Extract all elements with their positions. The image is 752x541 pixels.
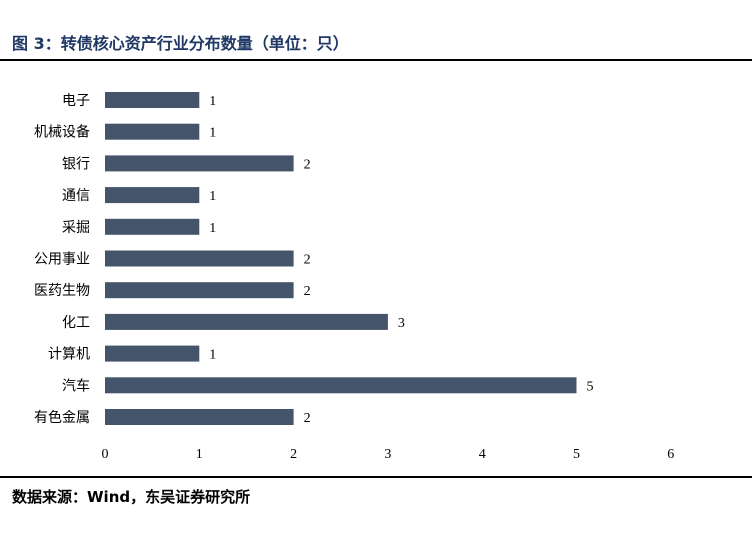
bar <box>105 313 388 330</box>
x-tick-label: 4 <box>479 447 486 462</box>
category-label: 电子 <box>62 93 90 109</box>
value-label: 2 <box>304 157 311 172</box>
bar <box>105 155 294 172</box>
value-label: 1 <box>209 221 216 236</box>
category-label: 有色金属 <box>34 409 90 426</box>
x-tick-label: 1 <box>196 447 203 462</box>
value-label: 2 <box>304 411 311 426</box>
bar <box>105 282 294 299</box>
value-label: 1 <box>209 126 216 141</box>
figure-source: 数据来源：Wind，东吴证券研究所 <box>12 488 251 506</box>
category-label: 化工 <box>62 315 90 331</box>
bar-series <box>105 92 577 425</box>
x-tick-label: 0 <box>102 447 109 462</box>
value-label: 3 <box>398 316 405 331</box>
category-label: 汽车 <box>62 377 90 394</box>
value-label: 1 <box>209 189 216 204</box>
x-tick-label: 2 <box>290 447 297 462</box>
bar <box>105 92 200 108</box>
figure-title: 图 3：转债核心资产行业分布数量（单位：只） <box>12 34 349 53</box>
value-label: 2 <box>304 253 311 268</box>
value-label: 1 <box>209 348 216 363</box>
category-label: 通信 <box>62 188 90 204</box>
bar <box>105 345 200 362</box>
bar <box>105 250 294 267</box>
bar <box>105 377 577 394</box>
x-tick-label: 5 <box>573 447 580 462</box>
value-label: 1 <box>209 94 216 109</box>
x-tick-label: 3 <box>384 447 391 462</box>
bar <box>105 123 200 140</box>
x-tick-label: 6 <box>667 447 674 462</box>
bar <box>105 187 200 204</box>
category-label: 银行 <box>62 156 90 172</box>
category-label: 公用事业 <box>34 252 90 268</box>
value-label: 5 <box>587 379 594 394</box>
category-label: 机械设备 <box>34 124 90 141</box>
category-label: 采掘 <box>62 220 90 236</box>
category-label: 医药生物 <box>34 283 90 299</box>
bottom-rule <box>0 476 752 478</box>
x-axis-tick-labels: 0 1 2 3 4 5 6 <box>102 447 675 462</box>
value-label: 2 <box>304 284 311 299</box>
top-rule <box>0 59 752 61</box>
bar <box>105 409 294 425</box>
value-labels: 1 1 2 1 1 2 2 3 1 5 2 <box>209 94 593 426</box>
category-label: 计算机 <box>48 347 90 363</box>
bar <box>105 218 200 235</box>
